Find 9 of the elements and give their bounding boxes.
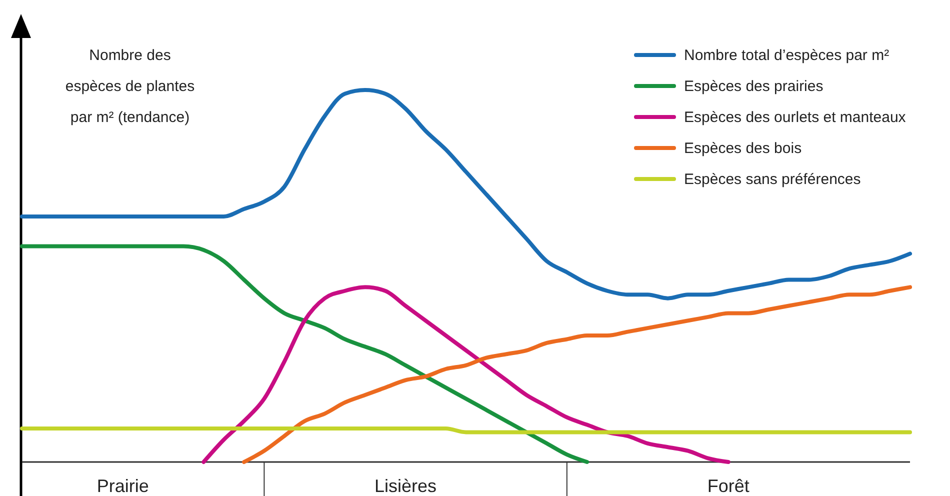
x-tick-label: Forêt	[707, 476, 750, 496]
legend-label: Espèces des ourlets et manteaux	[684, 109, 906, 126]
y-axis-title: Nombre des espèces de plantes par m² (tendance)	[65, 47, 195, 126]
legend-label: Espèces sans préférences	[684, 171, 861, 188]
legend-label: Espèces des prairies	[684, 78, 824, 95]
x-tick-label: Prairie	[96, 476, 149, 496]
legend-label: Nombre total d’espèces par m²	[684, 47, 890, 64]
x-tick-label: Lisières	[374, 476, 436, 496]
legend-label: Espèces des bois	[684, 140, 802, 157]
